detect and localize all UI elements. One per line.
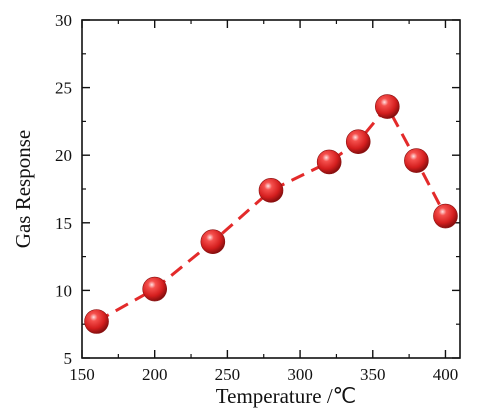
y-tick-label: 25 <box>55 79 72 98</box>
data-point <box>404 148 429 173</box>
y-tick-label: 10 <box>55 281 72 300</box>
y-tick-label: 5 <box>64 349 73 368</box>
x-tick-label: 150 <box>69 365 95 384</box>
x-tick-label: 200 <box>142 365 168 384</box>
data-point <box>84 309 109 334</box>
y-tick-label: 30 <box>55 11 72 30</box>
data-point <box>433 203 458 229</box>
data-point <box>200 229 226 255</box>
y-tick-label: 15 <box>55 214 72 233</box>
data-point <box>316 149 342 175</box>
series-line <box>95 103 447 323</box>
x-tick-label: 300 <box>287 365 313 384</box>
x-tick-label: 400 <box>433 365 459 384</box>
data-point <box>142 276 167 302</box>
x-tick-label: 350 <box>360 365 386 384</box>
y-axis-label: Gas Response <box>11 130 35 248</box>
data-point <box>345 129 371 154</box>
y-tick-label: 20 <box>55 146 72 165</box>
data-point <box>375 94 400 119</box>
x-axis-label: Temperature /℃ <box>216 384 356 408</box>
data-point <box>258 178 284 203</box>
x-tick-label: 250 <box>215 365 241 384</box>
